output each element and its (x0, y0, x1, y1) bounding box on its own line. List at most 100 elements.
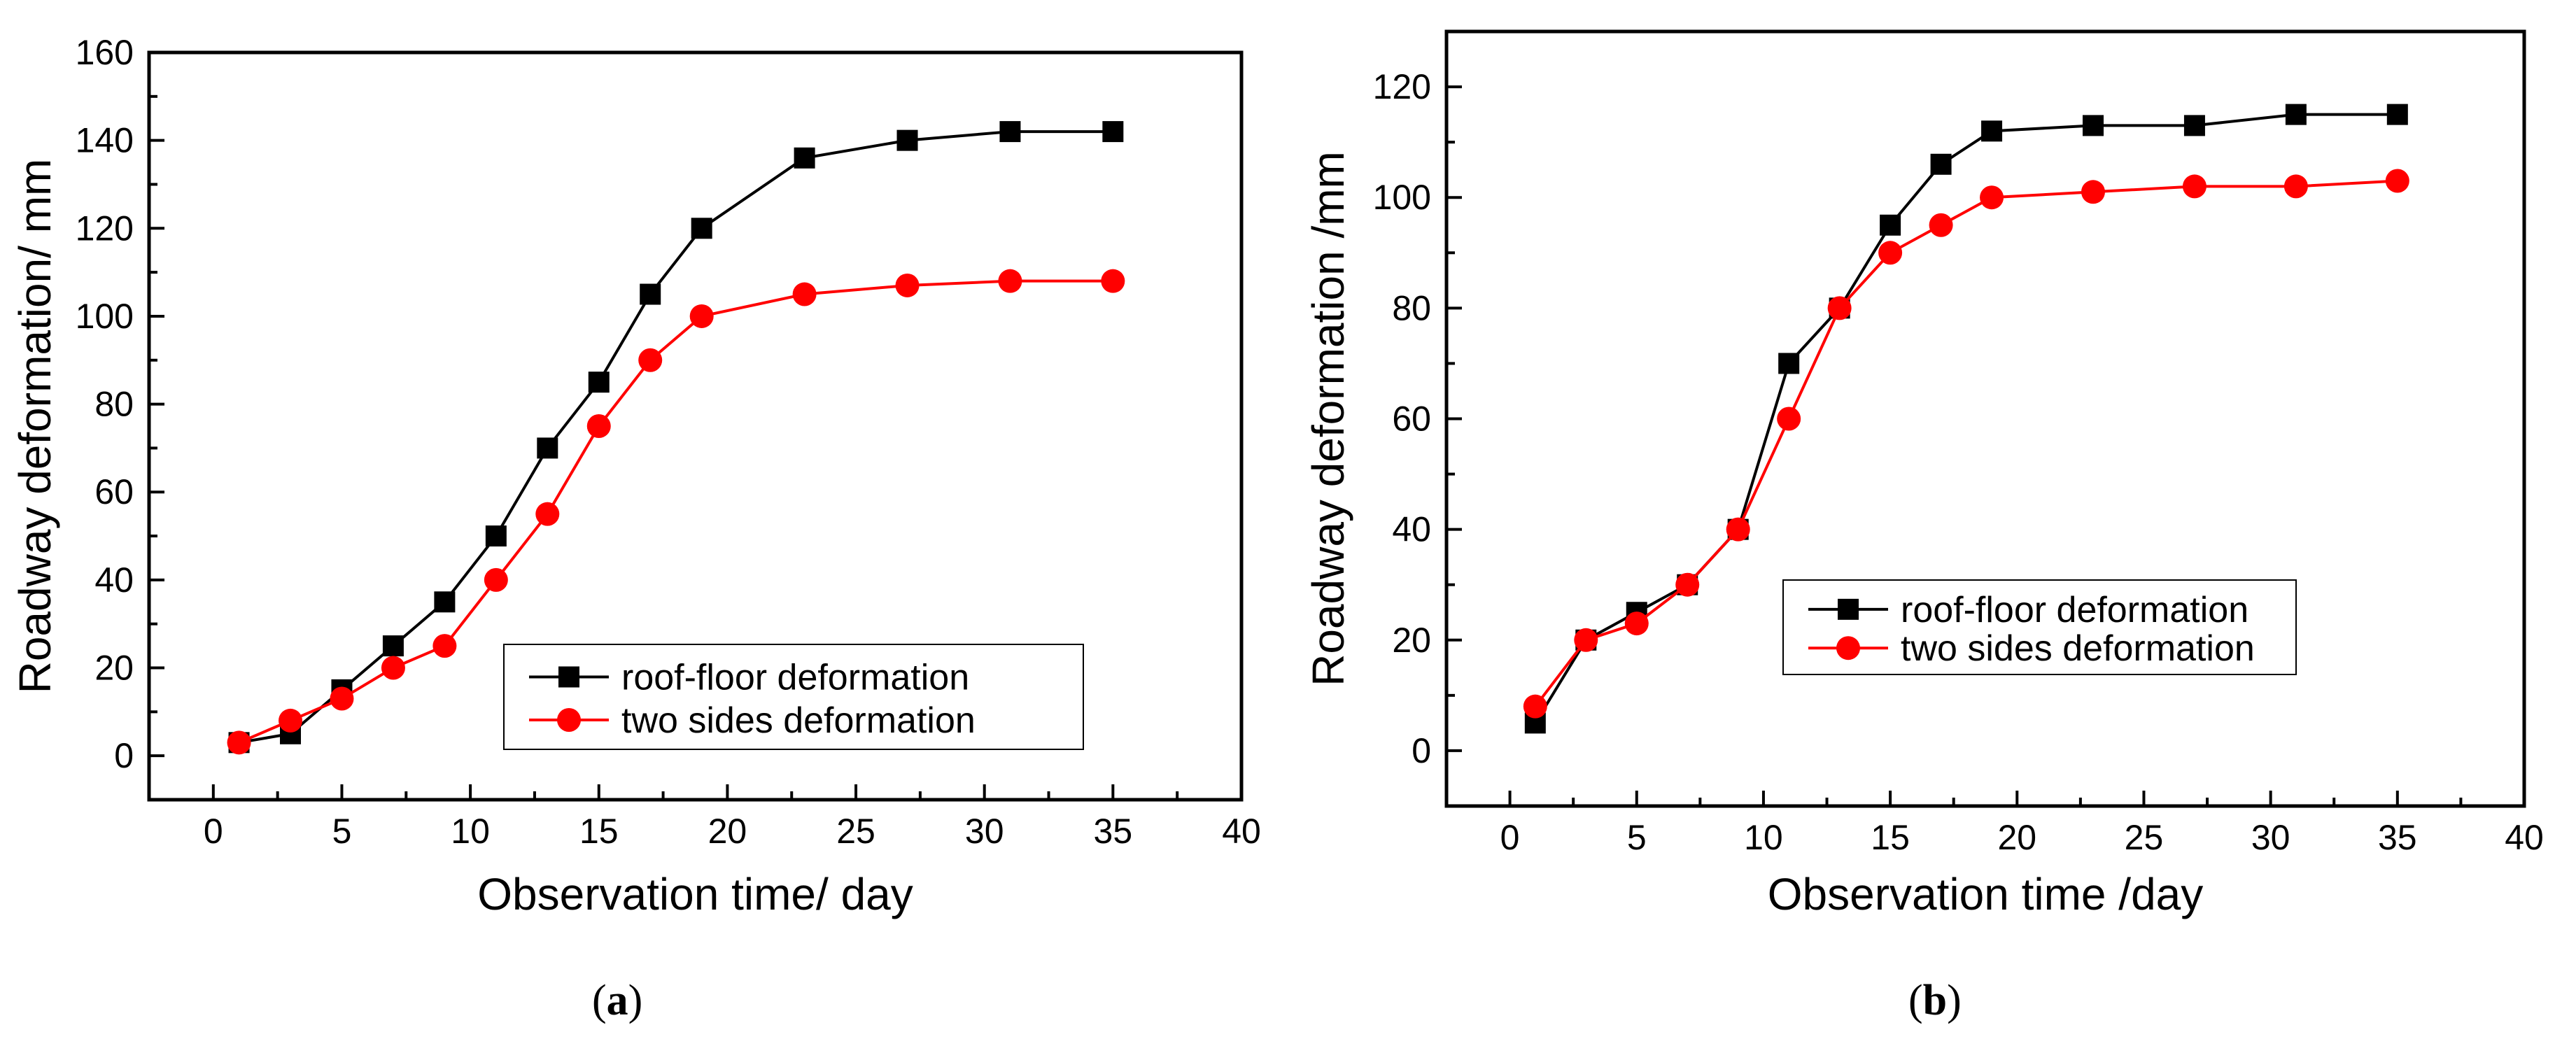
chart-a-svg: 0 5 10 15 20 25 30 35 40 0 20 40 60 80 100 120 140 160 Obs… (10, 33, 1261, 919)
chart-a-legend-label: two sides deformation (621, 700, 976, 741)
chart-a-y-tick-label: 40 (94, 560, 134, 600)
chart-a-series-1-point (434, 591, 456, 613)
chart-a-y-tick-label: 20 (94, 649, 134, 688)
chart-b-series-1-point (1981, 120, 2003, 142)
chart-a-legend-swatch-marker (557, 708, 581, 732)
chart-a-series-2-point (484, 567, 508, 592)
chart-a-x-tick-label: 0 (204, 812, 223, 851)
panel-caption-a-letter: a (606, 977, 628, 1024)
chart-a-series-2-point (330, 686, 354, 711)
chart-b-x-tick-label: 30 (2251, 818, 2290, 857)
chart-b-series-2-point (1574, 628, 1598, 652)
chart-b-plot-frame (1444, 29, 2526, 808)
chart-a-series-2-point (792, 282, 817, 306)
chart-b-series-1-point (1778, 353, 1800, 374)
chart-b-series-2-point (1523, 694, 1547, 719)
chart-a-x-tick-label: 10 (451, 812, 490, 851)
chart-b-y-axis-title: Roadway deformation /mm (1303, 151, 1353, 686)
chart-a-series-1-point (999, 121, 1021, 143)
chart-b-series-2-point (1878, 241, 1903, 265)
chart-b-x-tick-label: 40 (2505, 818, 2544, 857)
chart-a-series-2-point (638, 348, 663, 372)
chart-b-y-tick-label: 20 (1392, 621, 1431, 660)
chart-b-series-1-point (2083, 115, 2104, 136)
chart-b-legend-label: two sides deformation (1901, 628, 2255, 669)
chart-b-legend-box (1782, 579, 2297, 675)
chart-b-series-2-point (2081, 180, 2105, 204)
chart-b-x-tick-label: 0 (1500, 818, 1520, 857)
chart-b-series-2-point (1726, 517, 1750, 542)
chart-a-x-tick-label: 15 (579, 812, 619, 851)
chart-a-series-2-point (895, 273, 920, 297)
chart-a-y-tick-label: 140 (76, 121, 134, 160)
chart-b-series-1-point (2183, 115, 2205, 136)
chart-b-x-axis-title: Observation time /day (1768, 869, 2204, 919)
chart-b-series-1-point (1930, 153, 1952, 175)
chart-b-y-tick-label: 40 (1392, 510, 1431, 549)
chart-a-series-1-point (896, 129, 918, 151)
chart-a-x-tick-label: 30 (965, 812, 1004, 851)
chart-a-series-2-point (279, 708, 303, 733)
chart-a-series-1-point (691, 218, 712, 239)
chart-a-series-1-point (537, 437, 558, 459)
chart-b-x-tick-label: 15 (1871, 818, 1910, 857)
chart-a-series-1-point (640, 283, 661, 305)
chart-a-series-1-point (794, 147, 815, 169)
chart-a-x-tick-label: 40 (1222, 812, 1261, 851)
chart-a-series-2-point (1101, 269, 1125, 293)
chart-b-y-tick-label: 120 (1373, 67, 1431, 106)
chart-panel-b: 0 5 10 15 20 25 30 35 40 0 20 40 60 80 100 120 Observati… (1288, 0, 2576, 1060)
panel-caption-a: (a) (592, 977, 643, 1024)
chart-a-series-2-point (227, 730, 251, 755)
chart-a-x-tick-label: 25 (836, 812, 875, 851)
chart-a-legend-swatch-marker (558, 666, 579, 688)
chart-a-series-1-point (1102, 121, 1124, 143)
chart-b-series-2-point (1929, 213, 1953, 237)
chart-b-series-2-point (1624, 612, 1649, 636)
chart-a-y-axis-title: Roadway deformation/ mm (10, 159, 60, 694)
chart-b-y-tick-label: 80 (1392, 288, 1431, 327)
chart-a-series-1-point (485, 525, 507, 547)
chart-b-series-2-point (1827, 296, 1852, 320)
chart-a-y-tick-label: 0 (114, 736, 134, 775)
chart-a-series-2-point (432, 634, 457, 658)
chart-b-x-tick-label: 5 (1627, 818, 1647, 857)
chart-panel-a: 0 5 10 15 20 25 30 35 40 0 20 40 60 80 100 120 140 160 Obs… (10, 33, 1261, 919)
chart-a-x-tick-label: 20 (708, 812, 747, 851)
chart-a-series-2-point (535, 502, 560, 526)
chart-a-series-2-point (998, 269, 1022, 293)
chart-a-y-tick-label: 60 (94, 472, 134, 511)
chart-a-series-2-point (586, 414, 611, 438)
chart-b-series-1-point (2285, 104, 2307, 125)
chart-a-x-axis-title: Observation time/ day (477, 869, 913, 919)
chart-a-y-tick-label: 80 (94, 385, 134, 424)
chart-a-y-tick-label: 160 (76, 33, 134, 72)
chart-b-y-tick-label: 60 (1392, 400, 1431, 439)
chart-b-svg: 0 5 10 15 20 25 30 35 40 0 20 40 60 80 100 120 Observati… (1303, 29, 2544, 919)
chart-a-series-1-point (588, 372, 610, 393)
chart-a-x-tick-label: 5 (332, 812, 352, 851)
chart-b-series-1-point (1880, 214, 1901, 236)
chart-b-x-tick-label: 35 (2378, 818, 2417, 857)
chart-b-x-tick-label: 20 (1997, 818, 2036, 857)
chart-b-series-2-point (1675, 572, 1700, 597)
chart-b-x-tick-label: 10 (1744, 818, 1783, 857)
chart-a-y-tick-label: 100 (76, 297, 134, 336)
chart-a-legend-label: roof-floor deformation (621, 658, 969, 698)
panel-caption-b: (b) (1908, 977, 1962, 1024)
chart-b-series-2-point (1980, 185, 2004, 210)
chart-b-legend-swatch-marker (1838, 598, 1859, 620)
chart-a-x-tick-label: 35 (1094, 812, 1133, 851)
chart-b-y-tick-label: 0 (1412, 731, 1431, 770)
chart-a-series-1-point (382, 635, 404, 657)
chart-a-y-tick-label: 120 (76, 209, 134, 248)
panel-caption-b-letter: b (1922, 977, 1948, 1024)
chart-a-series-2-point (689, 304, 714, 328)
chart-b-series-2-point (2283, 174, 2308, 199)
chart-b-series-2-point (2385, 169, 2409, 193)
chart-b-x-tick-label: 25 (2125, 818, 2164, 857)
chart-b-legend-swatch-marker (1836, 636, 1860, 660)
chart-a-legend-box (503, 644, 1084, 750)
chart-a-plot-frame (147, 50, 1244, 802)
chart-b-series-2-point (2182, 174, 2207, 199)
